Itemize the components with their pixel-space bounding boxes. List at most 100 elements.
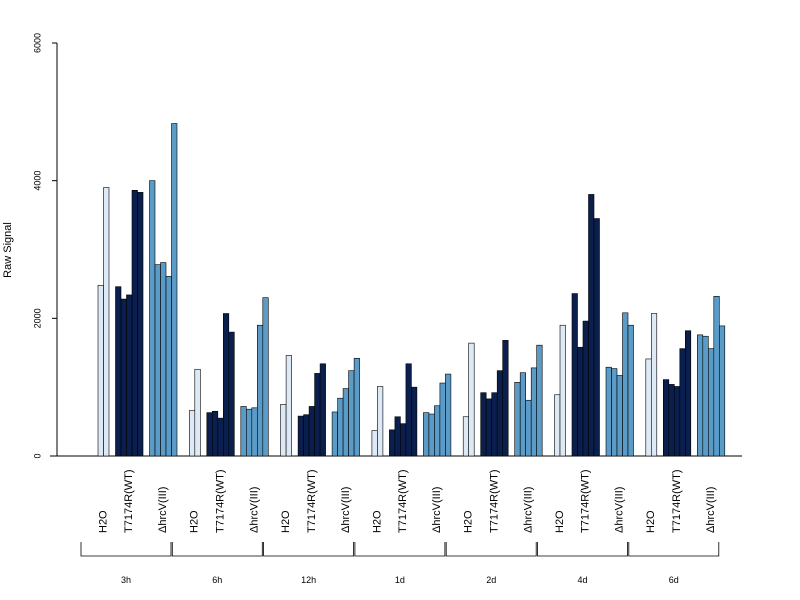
bar-2d-1-3	[496, 370, 504, 457]
bar-6d-0-0	[645, 358, 652, 457]
bar-4d-2-0	[605, 366, 612, 457]
bar-1d-1-1	[394, 416, 401, 457]
bar-6d-2-2	[707, 348, 715, 457]
bar-12h-2-1	[337, 397, 344, 457]
condition-label: T7174R(WT)	[580, 469, 592, 533]
bar-12h-2-3	[348, 370, 355, 457]
condition-labels: H2O T7174R(WT) ΔhrcV(III) H2O T7174R(WT) Δhrc…	[97, 469, 717, 533]
bar-4d-2-2	[616, 375, 623, 457]
bar-4d-2-3	[622, 312, 629, 457]
bar-2d-2-2	[525, 399, 532, 457]
bar-3h-2-4	[171, 123, 178, 457]
bar-6h-0-0	[189, 410, 196, 457]
bar-2d-2-3	[530, 367, 538, 457]
condition-label: T7174R(WT)	[397, 469, 409, 533]
bar-2d-2-4	[536, 344, 543, 457]
bar-12h-1-2	[308, 406, 315, 457]
time-label: 4d	[577, 575, 587, 585]
bar-3h-1-3	[131, 190, 138, 457]
bar-2d-1-4	[502, 340, 509, 457]
bracket-2d	[445, 542, 537, 557]
bar-4d-0-1	[559, 324, 566, 457]
condition-label: H2O	[280, 510, 292, 533]
bar-12h-0-0	[280, 404, 287, 457]
bracket-1d	[354, 542, 446, 557]
bar-12h-1-3	[314, 373, 321, 457]
bar-3h-1-4	[137, 192, 144, 457]
condition-label: H2O	[371, 510, 383, 533]
y-axis-label: Raw Signal	[2, 222, 14, 278]
bracket-3h	[80, 542, 172, 557]
condition-label: ΔhrcV(III)	[614, 487, 626, 533]
bar-6h-1-1	[212, 410, 219, 457]
time-label: 2d	[486, 575, 496, 585]
bar-1d-2-1	[428, 413, 435, 457]
bar-6h-1-3	[223, 313, 230, 457]
y-axis: 0 2000 4000 6000	[32, 33, 58, 459]
bar-3h-1-0	[115, 286, 122, 457]
bar-2d-1-2	[491, 392, 498, 457]
bar-4d-1-2	[582, 320, 589, 457]
bar-3h-2-0	[149, 180, 156, 457]
y-tick-label: 4000	[32, 171, 42, 191]
condition-label: T7174R(WT)	[671, 469, 683, 533]
condition-label: ΔhrcV(III)	[431, 487, 443, 533]
bar-1d-1-0	[389, 429, 396, 457]
bar-12h-1-4	[319, 363, 326, 457]
bar-6h-2-1	[246, 408, 253, 457]
bar-6d-2-0	[696, 334, 704, 457]
condition-label: H2O	[645, 510, 657, 533]
bars-layer	[97, 123, 726, 457]
condition-label: T7174R(WT)	[123, 469, 135, 533]
bar-6d-2-4	[718, 325, 726, 457]
condition-label: H2O	[97, 510, 109, 533]
bar-1d-1-3	[405, 363, 412, 457]
bar-3h-2-3	[165, 276, 172, 457]
time-label: 3h	[121, 575, 131, 585]
condition-label: H2O	[463, 510, 475, 533]
bracket-4d	[537, 542, 628, 557]
bar-4d-1-3	[588, 194, 595, 457]
y-tick-label: 2000	[32, 308, 42, 328]
bar-2d-2-1	[519, 372, 527, 457]
condition-label: H2O	[554, 510, 566, 533]
condition-label: ΔhrcV(III)	[522, 487, 534, 533]
bar-6h-2-0	[240, 406, 247, 457]
bar-1d-2-0	[423, 412, 430, 457]
bar-6d-1-1	[668, 384, 675, 457]
bar-12h-1-0	[297, 415, 304, 457]
bar-2d-0-1	[468, 342, 475, 457]
time-label: 1d	[395, 575, 405, 585]
bar-4d-2-4	[627, 324, 634, 457]
bar-2d-1-0	[480, 392, 487, 457]
condition-label: ΔhrcV(III)	[248, 487, 260, 533]
bar-1d-1-2	[400, 423, 407, 457]
bar-12h-1-1	[303, 414, 310, 457]
bar-2d-0-0	[462, 416, 470, 457]
condition-label: ΔhrcV(III)	[705, 487, 717, 533]
time-label: 6d	[669, 575, 679, 585]
bar-6h-0-1	[194, 368, 201, 457]
bar-3h-1-2	[126, 294, 133, 457]
condition-label: ΔhrcV(III)	[157, 487, 169, 533]
bar-6h-2-4	[262, 297, 269, 457]
condition-label: H2O	[189, 510, 201, 533]
bar-6h-2-2	[251, 407, 258, 457]
bar-6d-1-4	[684, 330, 692, 457]
bar-6h-1-0	[206, 412, 213, 457]
bar-6d-1-2	[673, 386, 681, 457]
bar-2d-1-1	[485, 398, 493, 457]
bar-6d-1-0	[662, 379, 670, 457]
bar-4d-1-1	[577, 346, 584, 457]
condition-label: T7174R(WT)	[214, 469, 226, 533]
bar-1d-0-0	[371, 430, 378, 457]
bar-6h-2-3	[256, 324, 264, 457]
bar-12h-0-1	[285, 355, 292, 457]
bar-12h-2-4	[353, 357, 360, 457]
bar-3h-0-0	[97, 284, 104, 457]
bar-1d-2-2	[434, 405, 441, 457]
bar-4d-0-0	[554, 394, 561, 457]
time-group-brackets: 3h 6h 12h 1d 2d 4d 6d	[80, 542, 720, 585]
bar-1d-1-4	[411, 386, 418, 457]
